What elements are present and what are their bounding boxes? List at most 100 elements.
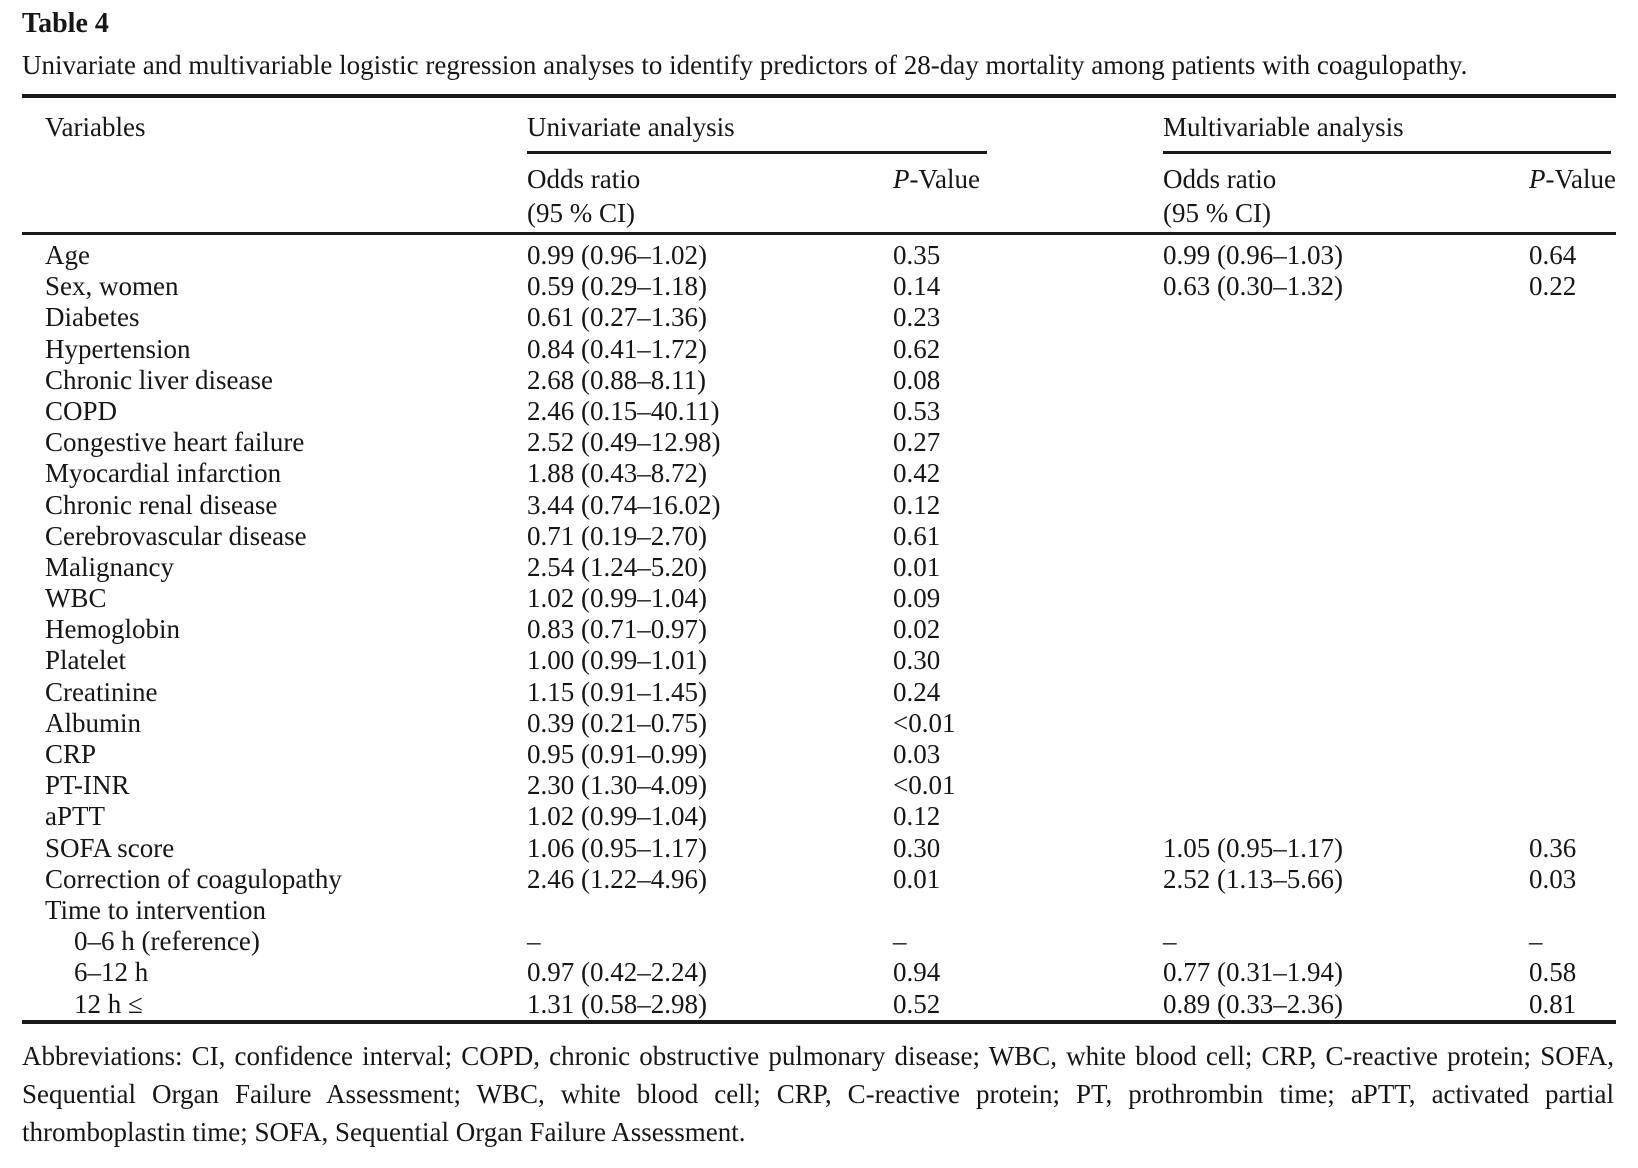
variable-cell: Hypertension (45, 333, 191, 364)
variable-cell: Cerebrovascular disease (45, 520, 307, 551)
univariate-group-header: Univariate analysis Odds ratio (95 % CI)… (527, 98, 1163, 232)
table-row: Myocardial infarction 1.88 (0.43–8.72) 0… (22, 458, 1616, 489)
column-header-multi-odds-ratio: Odds ratio (95 % CI) (1163, 164, 1277, 228)
table-row: WBC 1.02 (0.99–1.04) 0.09 (22, 583, 1616, 614)
table-body: Age 0.99 (0.96–1.02) 0.35 0.99 (0.96–1.0… (22, 235, 1616, 1020)
uni-p-value-cell: 0.09 (893, 583, 941, 614)
multi-odds-ratio-cell: – (1163, 926, 1177, 957)
multi-p-value-cell: 0.03 (1529, 863, 1577, 894)
multi-p-value-cell (1529, 302, 1616, 333)
uni-p-value-cell: 0.94 (893, 957, 941, 988)
table-row: Age 0.99 (0.96–1.02) 0.35 0.99 (0.96–1.0… (22, 240, 1616, 271)
table-top-rule (22, 94, 1616, 98)
multi-odds-ratio-cell (1163, 801, 1529, 832)
uni-odds-ratio-cell: 0.84 (0.41–1.72) (527, 333, 707, 364)
multi-odds-ratio-cell (1163, 365, 1529, 396)
uni-odds-ratio-cell: – (527, 926, 541, 957)
multi-odds-ratio-cell (1163, 583, 1529, 614)
variable-cell: Congestive heart failure (45, 427, 305, 458)
table-header-rule (22, 232, 1616, 235)
table-content: Table 4 Univariate and multivariable log… (22, 0, 1616, 1151)
column-header-uni-p-value: P-Value (893, 164, 980, 194)
uni-odds-ratio-cell: 1.31 (0.58–2.98) (527, 988, 707, 1019)
multi-odds-ratio-cell (1163, 770, 1529, 801)
multi-p-value-cell: – (1529, 926, 1543, 957)
variable-cell: Albumin (45, 707, 142, 738)
uni-odds-ratio-cell: 1.00 (0.99–1.01) (527, 645, 707, 676)
uni-p-value-cell: 0.03 (893, 739, 941, 769)
uni-odds-ratio-cell: 3.44 (0.74–16.02) (527, 489, 721, 520)
variable-cell: Myocardial infarction (45, 458, 282, 489)
multi-odds-ratio-cell: 1.05 (0.95–1.17) (1163, 832, 1343, 863)
variable-cell: Chronic liver disease (45, 364, 273, 395)
multi-p-value-cell (1529, 521, 1616, 552)
uni-odds-ratio-cell: 2.30 (1.30–4.09) (527, 770, 707, 801)
uni-p-value-cell: 0.62 (893, 333, 941, 364)
table-bottom-rule (22, 1019, 1616, 1024)
multi-odds-ratio-cell (1163, 490, 1529, 521)
multi-p-value-cell: 0.36 (1529, 832, 1577, 863)
table-row: Malignancy 2.54 (1.24–5.20) 0.01 (22, 552, 1616, 583)
uni-p-value-cell: 0.01 (893, 551, 941, 582)
multi-p-value-cell (1529, 458, 1616, 489)
multivariable-group-title: Multivariable analysis (1163, 112, 1404, 142)
variable-cell: Platelet (45, 645, 126, 676)
multi-p-value-cell: 0.64 (1529, 240, 1577, 270)
uni-odds-ratio-cell: 2.46 (0.15–40.11) (527, 395, 720, 426)
uni-odds-ratio-cell: 2.54 (1.24–5.20) (527, 551, 707, 582)
multi-odds-ratio-cell (1163, 427, 1529, 458)
uni-odds-ratio-cell: 0.61 (0.27–1.36) (527, 302, 707, 333)
multi-p-value-cell (1529, 895, 1616, 926)
uni-p-value-cell: 0.30 (893, 645, 941, 676)
uni-odds-ratio-cell: 0.71 (0.19–2.70) (527, 520, 707, 551)
variable-cell: COPD (45, 395, 118, 426)
multi-odds-ratio-cell (1163, 895, 1529, 926)
multi-p-value-cell (1529, 365, 1616, 396)
uni-odds-ratio-cell: 0.95 (0.91–0.99) (527, 739, 707, 769)
uni-p-value-cell: 0.52 (893, 988, 941, 1019)
uni-odds-ratio-cell: 0.59 (0.29–1.18) (527, 271, 707, 302)
table-row: Chronic renal disease 3.44 (0.74–16.02) … (22, 490, 1616, 521)
uni-p-value-cell: 0.12 (893, 801, 941, 832)
multi-p-value-cell (1529, 552, 1616, 583)
uni-odds-ratio-cell: 1.02 (0.99–1.04) (527, 801, 707, 832)
variable-cell: Time to intervention (45, 894, 266, 925)
uni-p-value-cell (893, 895, 1163, 926)
multi-odds-ratio-cell (1163, 334, 1529, 365)
table-row: COPD 2.46 (0.15–40.11) 0.53 (22, 396, 1616, 427)
multivariable-subheader: Odds ratio (95 % CI) P-Value (1163, 162, 1616, 230)
variable-cell: Creatinine (45, 676, 158, 707)
multi-odds-ratio-cell: 2.52 (1.13–5.66) (1163, 863, 1343, 894)
uni-p-value-cell: 0.08 (893, 364, 941, 395)
uni-p-value-cell: 0.61 (893, 520, 941, 551)
variable-cell: Sex, women (45, 271, 179, 302)
table-row: Congestive heart failure 2.52 (0.49–12.9… (22, 427, 1616, 458)
table-row: Time to intervention (22, 895, 1616, 926)
table-row: Cerebrovascular disease 0.71 (0.19–2.70)… (22, 521, 1616, 552)
multi-odds-ratio-cell (1163, 708, 1529, 739)
uni-odds-ratio-cell: 2.52 (0.49–12.98) (527, 427, 721, 458)
table-header: Variables Univariate analysis Odds ratio… (22, 98, 1616, 232)
variable-cell: PT-INR (45, 770, 130, 801)
variable-cell: WBC (45, 583, 107, 614)
uni-odds-ratio-cell: 1.15 (0.91–1.45) (527, 676, 707, 707)
multivariable-group-rule (1163, 151, 1611, 154)
table-row: CRP 0.95 (0.91–0.99) 0.03 (22, 739, 1616, 770)
table-row: SOFA score 1.06 (0.95–1.17) 0.30 1.05 (0… (22, 833, 1616, 864)
variable-cell: aPTT (45, 801, 105, 832)
multi-p-value-cell (1529, 801, 1616, 832)
uni-p-value-cell: 0.23 (893, 302, 941, 333)
table-row: Platelet 1.00 (0.99–1.01) 0.30 (22, 645, 1616, 676)
column-header-variables: Variables (45, 112, 146, 142)
uni-p-value-cell: 0.53 (893, 395, 941, 426)
table-row: PT-INR 2.30 (1.30–4.09) <0.01 (22, 770, 1616, 801)
uni-odds-ratio-cell: 0.99 (0.96–1.02) (527, 240, 707, 270)
multi-p-value-cell (1529, 708, 1616, 739)
uni-odds-ratio-cell: 2.46 (1.22–4.96) (527, 863, 707, 894)
variable-cell: Diabetes (45, 302, 140, 333)
table-row: Chronic liver disease 2.68 (0.88–8.11) 0… (22, 365, 1616, 396)
table-row: Correction of coagulopathy 2.46 (1.22–4.… (22, 864, 1616, 895)
multi-p-value-cell (1529, 770, 1616, 801)
multivariable-group-header: Multivariable analysis Odds ratio (95 % … (1163, 98, 1616, 232)
